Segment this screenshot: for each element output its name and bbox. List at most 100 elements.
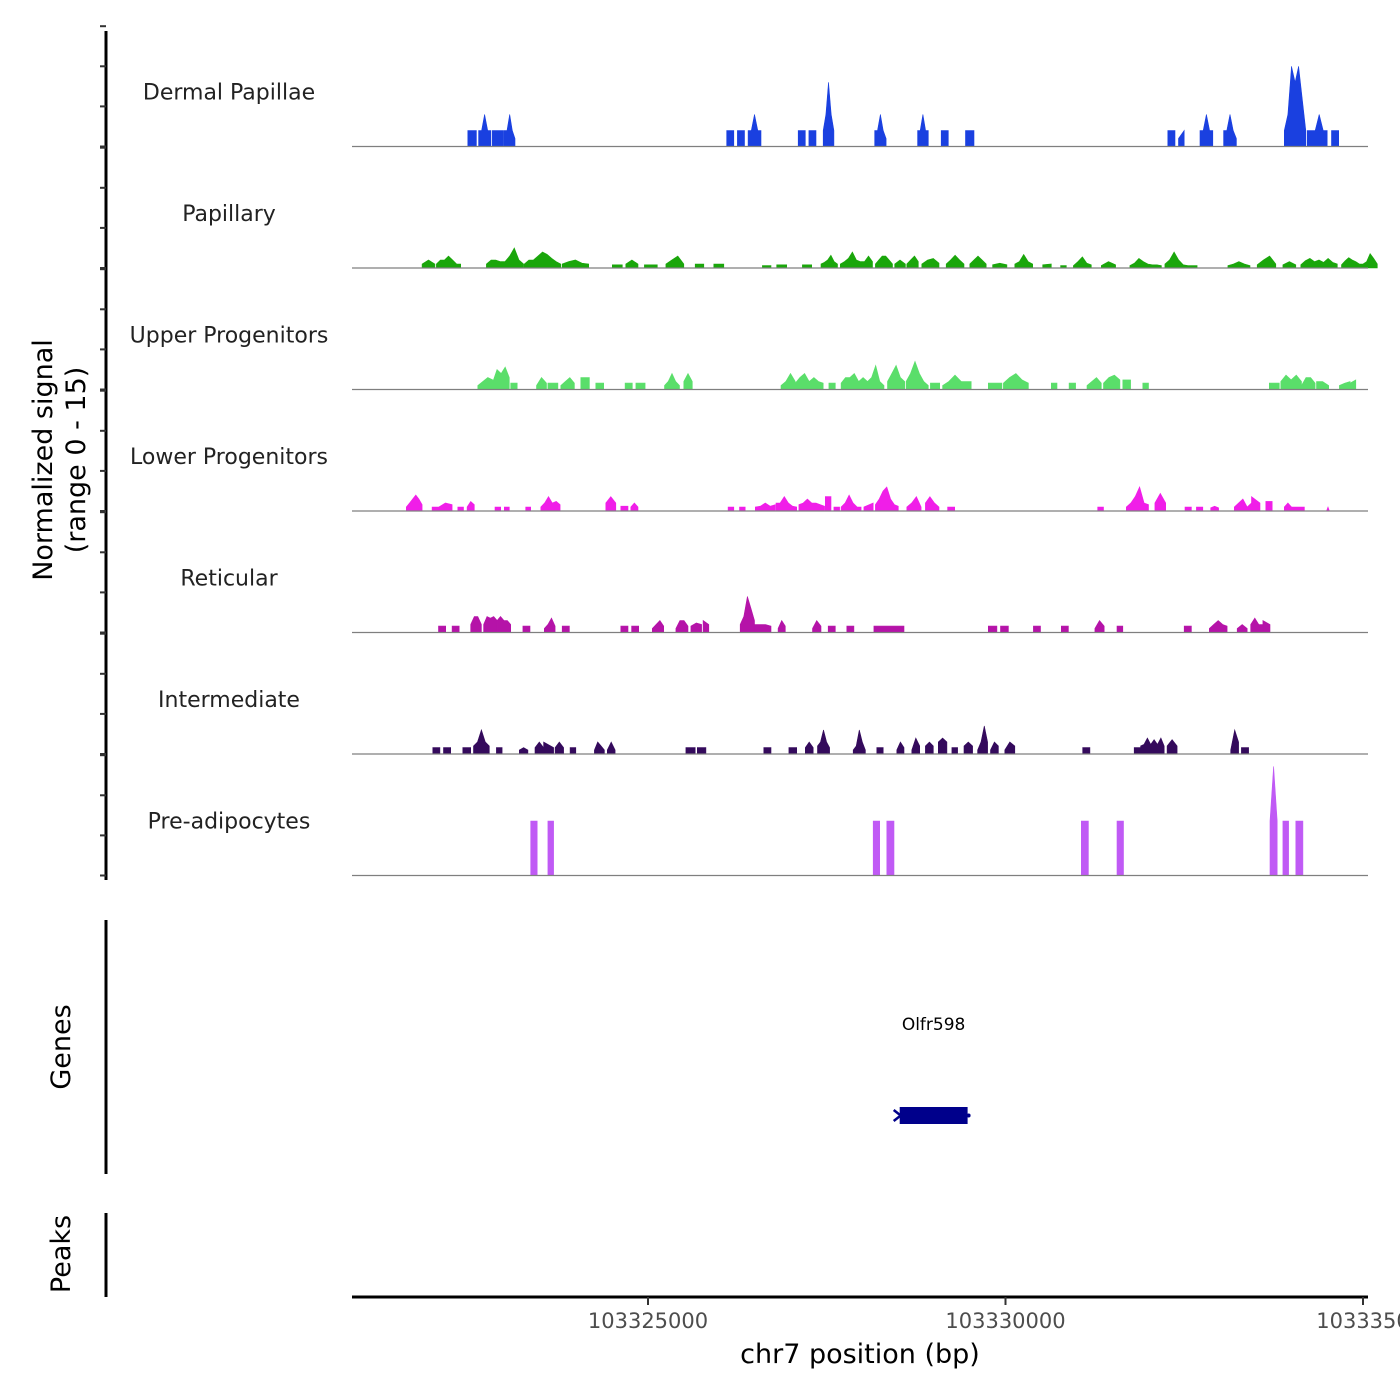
signal-peak [620, 505, 629, 512]
signal-peak [1094, 619, 1105, 633]
track-papillary: Papillary [182, 202, 1378, 269]
signal-peak [925, 496, 940, 512]
signal-peak [887, 364, 905, 390]
signal-peak [798, 498, 825, 512]
signal-peak [561, 625, 570, 633]
signal-peak [825, 496, 832, 512]
track-intermediate: Intermediate [158, 688, 1368, 755]
x-tick-label: 103330000 [945, 1309, 1065, 1333]
signal-peak [840, 494, 862, 512]
signal-peak [519, 747, 529, 755]
signal-peak [491, 130, 504, 147]
signal-peak [1061, 625, 1069, 633]
signal-peak [1166, 739, 1178, 755]
signal-peak [631, 625, 639, 633]
signal-peak [406, 494, 423, 512]
signal-peak [797, 130, 806, 147]
signal-peak [665, 255, 685, 269]
signal-peak [1073, 256, 1092, 269]
signal-peak [1282, 820, 1289, 876]
x-axis-ticks: 103325000 103330000 1033350 [588, 1297, 1400, 1333]
signal-peak [812, 619, 822, 633]
genes-panel-label: Genes [46, 1004, 77, 1089]
signal-peak [840, 373, 868, 390]
coverage-tracks: Dermal Papillae Papillary Upper Progenitor… [130, 66, 1378, 877]
signal-peak [1000, 625, 1009, 633]
signal-peak [510, 382, 518, 390]
signal-peak [561, 259, 589, 269]
signal-peak [1210, 505, 1219, 512]
signal-peak [1282, 261, 1297, 269]
signal-peak [496, 747, 503, 755]
signal-peak [462, 747, 471, 755]
x-axis-title: chr7 position (bp) [740, 1339, 980, 1370]
signal-peak [534, 741, 544, 755]
signal-peak [432, 747, 441, 755]
signal-peak [990, 741, 999, 755]
signal-peak [530, 820, 538, 876]
signal-peak [625, 259, 639, 269]
signal-peak [808, 130, 817, 147]
signal-peak [775, 496, 797, 512]
y-axis-title: Normalized signal (range 0 - 15) [28, 339, 92, 581]
signal-peak [522, 625, 531, 633]
signal-peak [547, 820, 554, 876]
signal-peak [988, 625, 998, 633]
signal-peak [938, 737, 948, 755]
signal-peak [1142, 382, 1149, 390]
signal-peak [473, 728, 490, 755]
track-upper-progenitors: Upper Progenitors [130, 324, 1368, 391]
signal-peak [876, 747, 884, 755]
signal-peak [1116, 625, 1124, 633]
signal-peak [652, 620, 664, 633]
coverage-axis-ticks [100, 25, 106, 877]
signal-peak [1251, 495, 1261, 512]
signal-peak [477, 377, 494, 390]
signal-peak [906, 496, 922, 512]
signal-peak [739, 596, 755, 633]
track-label: Reticular [180, 567, 278, 592]
signal-peak [988, 382, 1003, 390]
signal-peak [945, 254, 965, 269]
signal-peak [1262, 619, 1271, 633]
signal-peak [1086, 377, 1102, 390]
signal-peak [1051, 382, 1058, 390]
signal-peak [543, 741, 554, 755]
signal-peak [483, 616, 498, 633]
signal-peak [921, 258, 940, 269]
signal-peak [1284, 502, 1292, 512]
gene-body[interactable] [899, 1107, 968, 1124]
signal-peak [1129, 258, 1162, 269]
signal-peak [737, 130, 745, 147]
signal-peak [1199, 114, 1214, 147]
signal-peak [965, 130, 975, 147]
signal-peak [795, 373, 824, 390]
signal-peak [1133, 747, 1141, 755]
signal-peak [840, 251, 873, 269]
signal-peak [828, 382, 836, 390]
signal-peak [421, 259, 436, 269]
signal-peak [1140, 737, 1165, 755]
signal-peak [827, 625, 836, 633]
signal-peak [1269, 382, 1280, 390]
signal-peak [607, 741, 616, 755]
signal-peak [1236, 624, 1248, 633]
signal-peak [683, 372, 693, 390]
signal-peak [780, 372, 796, 390]
signal-peak [942, 374, 962, 390]
signal-peak [664, 372, 680, 390]
track-reticular: Reticular [180, 567, 1368, 634]
signal-peak [852, 729, 866, 755]
gene-end-marker [966, 1113, 971, 1118]
signal-peak [685, 747, 696, 755]
signal-peak [1103, 374, 1121, 390]
signal-peak [496, 616, 511, 633]
track-pre-adipocytes: Pre-adipocytes [148, 766, 1368, 877]
gene-olfr598[interactable]: Olfr598 [892, 1015, 971, 1124]
signal-peak [702, 619, 710, 633]
signal-peak [436, 255, 461, 269]
signal-peak [911, 737, 920, 755]
signal-peak [867, 364, 885, 390]
signal-peak [1014, 253, 1033, 269]
track-dermal-papillae: Dermal Papillae [143, 66, 1368, 148]
